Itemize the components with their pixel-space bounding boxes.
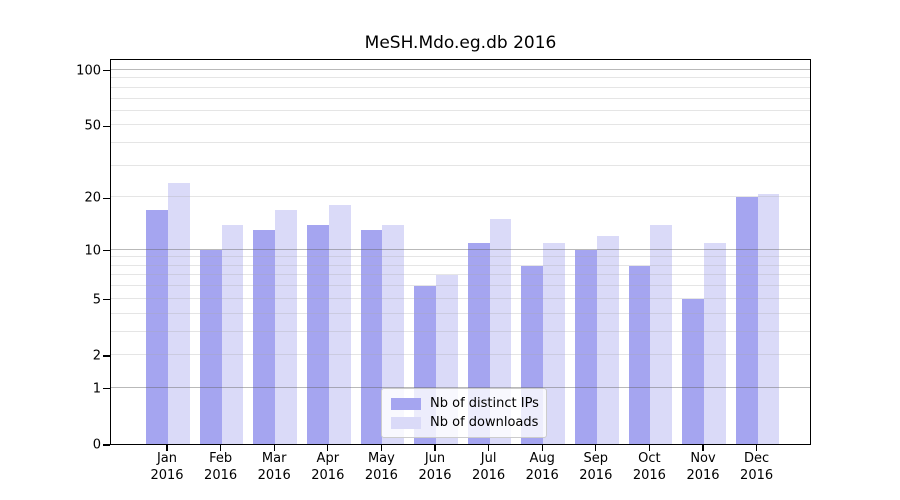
bar-downloads-aug — [543, 242, 565, 444]
legend-swatch-distinct-ips — [391, 397, 421, 410]
plot-area: Nb of distinct IPs Nb of downloads — [110, 59, 811, 445]
x-tick-label-sep: Sep 2016 — [564, 451, 628, 484]
x-tick-label-dec: Dec 2016 — [725, 451, 789, 484]
x-tick-year: 2016 — [257, 467, 291, 483]
bar-downloads-nov — [704, 242, 726, 444]
legend-label-downloads: Nb of downloads — [430, 415, 539, 430]
x-tick-year: 2016 — [579, 467, 613, 483]
x-tick-label-jul: Jul 2016 — [457, 451, 521, 484]
x-tick-label-jun: Jun 2016 — [403, 451, 467, 484]
y-tick-mark — [103, 299, 110, 301]
x-tick-mark — [327, 445, 329, 451]
x-tick-mark — [434, 445, 436, 451]
chart-title: MeSH.Mdo.eg.db 2016 — [364, 33, 557, 53]
bar-downloads-mar — [275, 209, 297, 444]
bar-distinct-ips-jan — [146, 209, 168, 444]
x-tick-year: 2016 — [418, 467, 452, 483]
x-tick-year: 2016 — [686, 467, 720, 483]
y-tick-mark — [103, 355, 110, 357]
y-tick-mark — [103, 125, 110, 127]
x-tick-label-apr: Apr 2016 — [296, 451, 360, 484]
x-tick-label-jan: Jan 2016 — [135, 451, 199, 484]
bar-distinct-ips-nov — [682, 298, 704, 444]
bar-downloads-sep — [596, 236, 619, 444]
legend-label-distinct-ips: Nb of distinct IPs — [430, 396, 539, 411]
x-tick-year: 2016 — [204, 467, 238, 483]
bar-distinct-ips-apr — [307, 224, 329, 444]
x-tick-mark — [166, 445, 168, 451]
bar-distinct-ips-sep — [575, 249, 597, 444]
bar-distinct-ips-mar — [253, 230, 276, 444]
bar-downloads-jul — [489, 219, 512, 444]
bar-distinct-ips-feb — [199, 249, 222, 444]
bar-downloads-dec — [757, 193, 780, 444]
x-tick-year: 2016 — [632, 467, 666, 483]
bar-downloads-feb — [221, 224, 244, 444]
bar-distinct-ips-may — [360, 230, 383, 444]
x-tick-year: 2016 — [472, 467, 506, 483]
x-tick-mark — [541, 445, 543, 451]
y-tick-label-1: 1 — [92, 381, 101, 397]
x-tick-mark — [702, 445, 704, 451]
bar-downloads-jan — [168, 183, 190, 444]
bar-distinct-ips-dec — [735, 197, 758, 444]
y-tick-mark — [103, 70, 110, 72]
x-tick-mark — [220, 445, 222, 451]
x-tick-year: 2016 — [740, 467, 774, 483]
x-tick-label-nov: Nov 2016 — [671, 451, 735, 484]
y-tick-label-2: 2 — [92, 348, 101, 364]
y-tick-label-10: 10 — [84, 243, 101, 259]
x-tick-mark — [756, 445, 758, 451]
x-tick-label-aug: Aug 2016 — [510, 451, 574, 484]
y-tick-mark — [103, 197, 110, 199]
x-tick-label-may: May 2016 — [349, 451, 413, 484]
x-tick-label-feb: Feb 2016 — [189, 451, 253, 484]
legend: Nb of distinct IPs Nb of downloads — [381, 388, 547, 438]
x-tick-mark — [488, 445, 490, 451]
y-tick-mark — [103, 388, 110, 390]
bar-distinct-ips-oct — [628, 265, 651, 444]
x-tick-mark — [648, 445, 650, 451]
y-tick-label-0: 0 — [92, 437, 101, 453]
bar-downloads-apr — [328, 205, 351, 444]
y-tick-label-100: 100 — [76, 63, 101, 79]
y-tick-mark — [103, 250, 110, 252]
x-tick-label-oct: Oct 2016 — [617, 451, 681, 484]
legend-item-distinct-ips: Nb of distinct IPs — [391, 396, 539, 411]
x-tick-year: 2016 — [525, 467, 559, 483]
legend-swatch-downloads — [391, 416, 421, 429]
y-tick-mark — [103, 444, 110, 446]
x-tick-year: 2016 — [311, 467, 345, 483]
x-tick-mark — [380, 445, 382, 451]
y-tick-label-50: 50 — [84, 118, 101, 134]
y-tick-label-20: 20 — [84, 190, 101, 206]
x-tick-year: 2016 — [364, 467, 398, 483]
bar-downloads-oct — [650, 224, 673, 444]
x-tick-mark — [595, 445, 597, 451]
x-tick-year: 2016 — [150, 467, 184, 483]
x-tick-mark — [273, 445, 275, 451]
x-tick-label-mar: Mar 2016 — [242, 451, 306, 484]
y-tick-label-5: 5 — [92, 292, 101, 308]
legend-item-downloads: Nb of downloads — [391, 415, 539, 430]
bars-layer — [111, 60, 810, 444]
